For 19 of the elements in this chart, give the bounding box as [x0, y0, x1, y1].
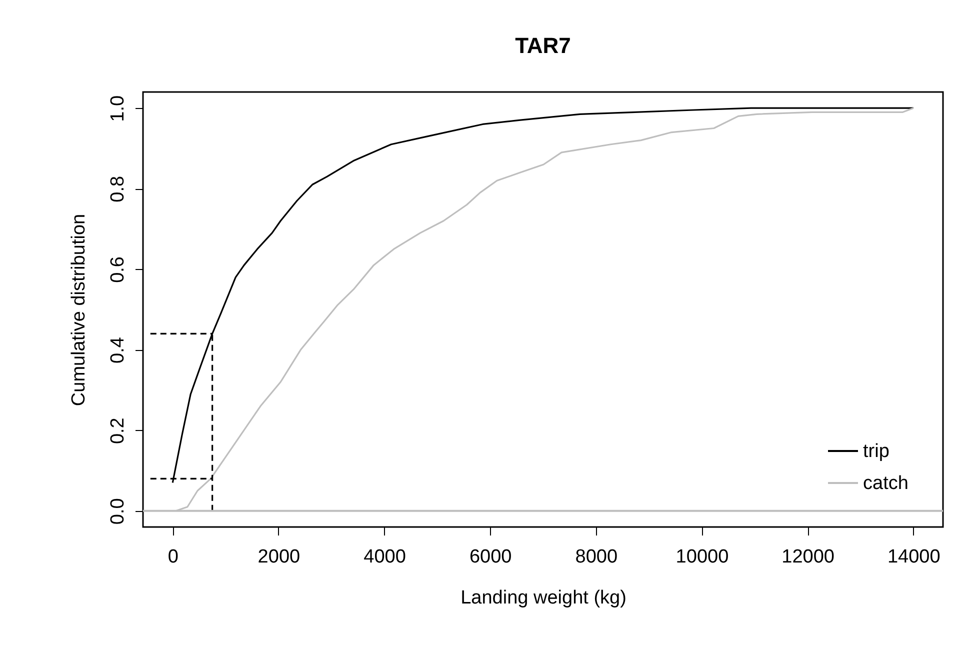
legend-label: catch: [863, 473, 908, 494]
x-tick-label: 0: [168, 546, 178, 568]
y-tick-label: 0.4: [108, 336, 128, 364]
chart-title: TAR7: [515, 33, 571, 58]
x-tick-label: 4000: [364, 546, 406, 568]
y-tick-label: 0.2: [108, 418, 128, 444]
x-axis-title: Landing weight (kg): [460, 588, 626, 608]
y-tick-label: 0.6: [108, 256, 128, 283]
x-tick-label: 8000: [575, 546, 618, 568]
y-axis-title: Cumulative distribution: [68, 214, 90, 406]
y-tick-label: 0.0: [108, 498, 128, 525]
y-tick-label: 0.8: [108, 176, 128, 202]
x-tick-label: 2000: [258, 546, 300, 568]
x-tick-label: 12000: [782, 546, 834, 568]
x-tick-label: 6000: [469, 546, 512, 568]
x-tick-label: 10000: [676, 546, 729, 568]
x-tick-label: 14000: [887, 546, 940, 568]
y-tick-label: 1.0: [108, 95, 128, 122]
legend-label: trip: [863, 441, 890, 462]
